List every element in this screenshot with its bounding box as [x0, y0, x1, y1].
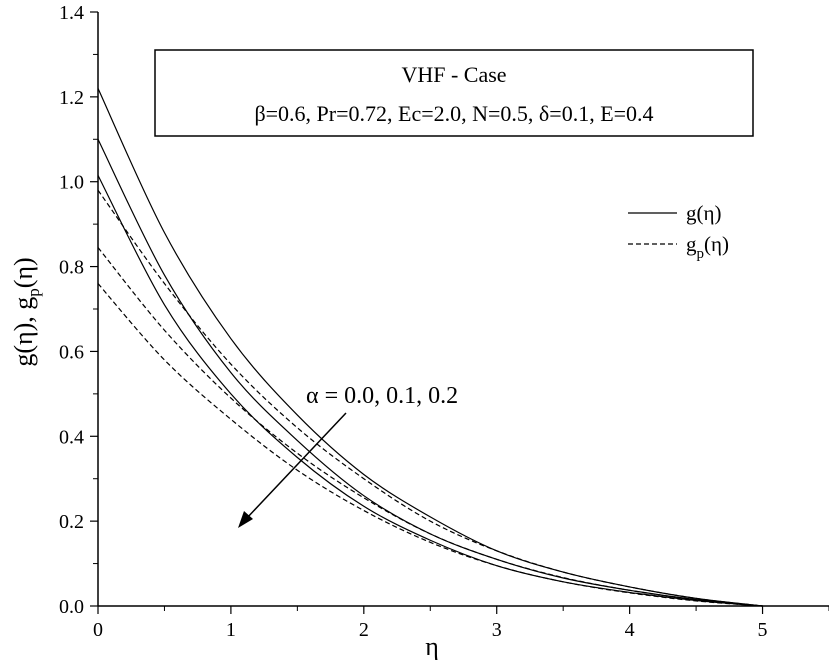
gp-curve-4	[97, 247, 763, 607]
y-tick-label: 0.8	[59, 257, 84, 279]
info-box	[154, 49, 754, 137]
tick-labels: 0 1 2 3 4 5 0.0 0.2 0.4 0.6 0.8 1.0 1.2 1.4	[59, 2, 768, 641]
alpha-arrow-shaft	[245, 412, 347, 520]
x-tick-label: 2	[359, 619, 369, 641]
y-tick-label: 0.0	[59, 596, 84, 618]
alpha-annotation: α = 0.0, 0.1, 0.2	[306, 383, 458, 409]
y-axis-label-tail: (η)	[9, 257, 38, 288]
series-group	[97, 88, 763, 607]
legend-solid-label: g(η)	[686, 201, 721, 225]
y-tick-label: 1.0	[59, 172, 84, 194]
gp-curve-3	[97, 189, 763, 607]
x-tick-label: 1	[226, 619, 236, 641]
y-tick-label: 1.2	[59, 87, 84, 109]
x-axis-label: η	[425, 632, 439, 660]
g-curve-0	[97, 88, 763, 607]
x-tick-label: 0	[93, 619, 103, 641]
legend-dashed-label: gp(η)	[686, 232, 729, 262]
info-box-line1: VHF - Case	[401, 62, 506, 87]
y-tick-label: 0.4	[59, 426, 84, 448]
legend-dashed-main: g	[686, 232, 697, 256]
x-tick-label: 5	[758, 619, 768, 641]
x-tick-label: 3	[492, 619, 502, 641]
legend: g(η) gp(η)	[628, 201, 729, 262]
y-axis-label-sub: p	[24, 288, 43, 297]
y-axis-label: g(η), gp(η)	[9, 257, 43, 366]
info-box-line2: β=0.6, Pr=0.72, Ec=2.0, N=0.5, δ=0.1, E=…	[254, 101, 653, 126]
y-tick-label: 0.6	[59, 341, 84, 363]
legend-dashed-tail: (η)	[704, 232, 729, 256]
y-axis-label-main: g(η), g	[9, 297, 38, 367]
x-tick-label: 4	[625, 619, 635, 641]
alpha-arrow	[238, 412, 347, 528]
y-tick-label: 1.4	[59, 2, 84, 24]
alpha-arrow-head	[238, 511, 253, 528]
legend-dashed-sub: p	[697, 246, 705, 262]
y-tick-label: 0.2	[59, 511, 84, 533]
gp-curve-5	[97, 283, 763, 607]
axis-ticks	[90, 11, 829, 614]
g-curve-1	[97, 139, 763, 607]
